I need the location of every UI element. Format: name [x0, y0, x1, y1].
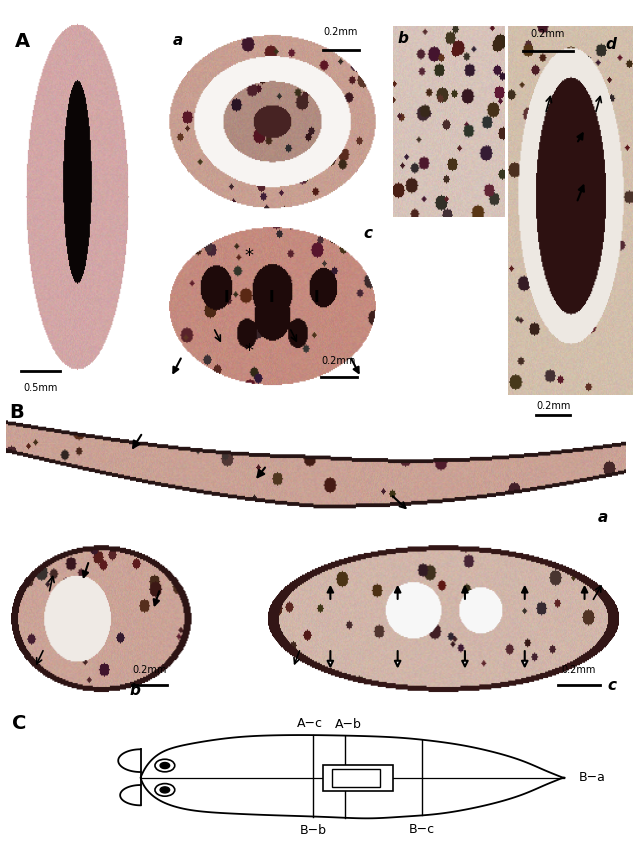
Text: I: I [314, 290, 319, 304]
Text: B−a: B−a [578, 771, 605, 785]
Text: 0.2mm: 0.2mm [321, 356, 356, 366]
Text: 0.2mm: 0.2mm [324, 27, 358, 37]
Text: A−c: A−c [297, 717, 323, 730]
Text: *: * [245, 342, 254, 360]
Polygon shape [141, 735, 565, 819]
Polygon shape [332, 769, 380, 786]
Text: 0.2mm: 0.2mm [537, 401, 571, 411]
Text: 0.2mm: 0.2mm [531, 29, 565, 39]
Text: A: A [15, 31, 31, 51]
Text: d: d [605, 37, 616, 52]
Text: 0.2mm: 0.2mm [562, 665, 596, 675]
Text: 0.5mm: 0.5mm [24, 383, 58, 394]
Text: *: * [245, 247, 254, 265]
Text: I: I [269, 290, 274, 304]
Circle shape [155, 759, 175, 772]
Text: c: c [607, 678, 617, 693]
Text: b: b [397, 31, 408, 46]
Text: A−b: A−b [335, 717, 362, 731]
Text: B: B [10, 404, 24, 422]
Text: C: C [12, 714, 26, 733]
Text: I: I [224, 290, 229, 304]
Text: a: a [597, 510, 608, 524]
Text: 0.2mm: 0.2mm [132, 665, 167, 675]
Text: B−b: B−b [300, 824, 327, 837]
Circle shape [155, 784, 175, 796]
Circle shape [160, 787, 170, 793]
Text: B−c: B−c [409, 823, 435, 836]
Text: b: b [129, 683, 140, 698]
Text: c: c [363, 225, 372, 241]
Text: a: a [173, 33, 183, 48]
Circle shape [160, 762, 170, 768]
Polygon shape [323, 765, 393, 791]
